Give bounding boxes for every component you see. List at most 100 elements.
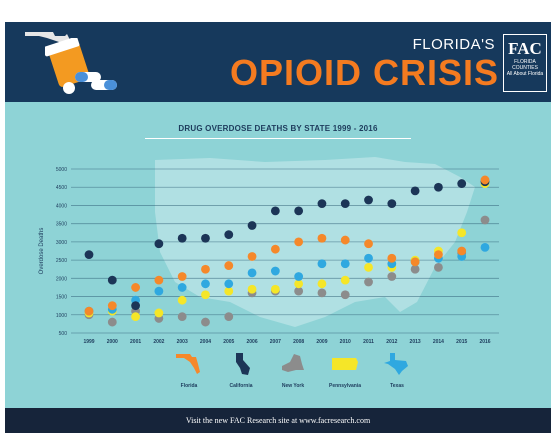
point-pennsylvania (270, 284, 280, 294)
point-new-york (107, 317, 117, 327)
x-tick-label: 1999 (83, 339, 94, 345)
point-texas (247, 268, 257, 278)
x-tick-label: 2004 (200, 339, 211, 345)
point-florida (480, 175, 490, 185)
point-florida (434, 250, 443, 260)
point-texas (364, 253, 373, 263)
point-new-york (340, 290, 350, 300)
title-divider (145, 138, 411, 139)
x-tick-label: 2006 (246, 339, 257, 345)
point-pennsylvania (247, 284, 257, 294)
x-tick-label: 2011 (363, 339, 374, 345)
point-california (340, 199, 350, 209)
point-california (177, 233, 187, 243)
point-california (317, 199, 327, 209)
y-axis-label: Overdose Deaths (39, 228, 45, 275)
point-new-york (317, 288, 327, 298)
point-florida (317, 233, 327, 243)
point-florida (387, 253, 397, 263)
point-california (294, 206, 304, 216)
point-california (224, 230, 234, 240)
point-california (270, 206, 280, 216)
point-pennsylvania (340, 275, 350, 285)
chart-panel: DRUG OVERDOSE DEATHS BY STATE 1999 - 201… (5, 102, 551, 408)
point-florida (201, 264, 210, 274)
point-florida (107, 301, 117, 311)
x-tick-label: 2002 (153, 339, 164, 345)
y-tick-label: 1500 (56, 295, 67, 301)
point-texas (224, 279, 234, 289)
x-tick-label: 2015 (456, 339, 467, 345)
point-california (364, 195, 373, 205)
point-florida (340, 235, 350, 245)
scatter-plot: 500 1000 1500 2000 2500 3000 3500 4000 4500 5000 1… (39, 167, 499, 345)
point-new-york (201, 317, 210, 327)
x-tick-label: 2001 (130, 339, 141, 345)
point-texas (294, 272, 304, 281)
point-california (131, 301, 140, 311)
point-california (154, 239, 164, 249)
point-california (457, 179, 467, 188)
point-florida (457, 246, 467, 256)
x-tick-label: 2014 (433, 339, 444, 345)
point-florida (247, 252, 257, 261)
point-pennsylvania (457, 228, 467, 238)
point-florida (177, 272, 187, 281)
point-new-york (480, 215, 490, 225)
fac-logo-line1: FLORIDA (514, 59, 536, 65)
point-california (247, 221, 257, 230)
point-pennsylvania (364, 263, 373, 272)
point-new-york (364, 277, 373, 287)
x-tick-label: 2003 (177, 339, 188, 345)
point-texas (177, 283, 187, 292)
fac-logo-letters: FAC (508, 39, 542, 58)
x-tick-label: 2007 (270, 339, 281, 345)
point-california (434, 182, 443, 192)
y-tick-label: 500 (59, 331, 68, 337)
header-banner: FLORIDA'S OPIOID CRISIS FAC FLORIDA COUN… (5, 22, 551, 102)
x-tick-label: 2016 (479, 339, 490, 345)
point-california (410, 186, 420, 196)
y-tick-label: 4000 (56, 203, 67, 209)
point-new-york (224, 312, 234, 321)
x-tick-label: 2000 (107, 339, 118, 345)
point-florida (224, 261, 234, 270)
point-texas (480, 242, 490, 252)
point-florida (154, 275, 164, 285)
point-florida (410, 257, 420, 267)
point-new-york (387, 272, 397, 281)
y-tick-label: 3500 (56, 222, 67, 228)
x-tick-label: 2010 (340, 339, 351, 345)
y-tick-label: 1000 (56, 313, 67, 319)
point-pennsylvania (154, 308, 164, 318)
x-tick-label: 2005 (223, 339, 234, 345)
point-texas (270, 266, 280, 276)
point-california (387, 199, 397, 209)
x-tick-label: 2008 (293, 339, 304, 345)
point-texas (154, 286, 164, 296)
y-tick-label: 2000 (56, 276, 67, 282)
point-pennsylvania (201, 290, 210, 300)
florida-state-icon (25, 32, 75, 60)
fac-logo: FAC FLORIDA COUNTIES All About Florida (503, 34, 547, 92)
chart-title: DRUG OVERDOSE DEATHS BY STATE 1999 - 201… (178, 124, 378, 133)
point-pennsylvania (224, 286, 234, 296)
point-california (107, 275, 117, 285)
y-tick-label: 4500 (56, 185, 67, 191)
banner-title: OPIOID CRISIS (229, 52, 499, 93)
point-florida (294, 237, 304, 247)
point-new-york (434, 263, 443, 272)
point-florida (364, 239, 373, 249)
point-texas (317, 259, 327, 269)
fac-logo-line2: COUNTIES (512, 65, 538, 71)
fac-logo-tagline: All About Florida (506, 71, 544, 77)
pill-bottle-icon (45, 38, 117, 94)
point-pennsylvania (317, 279, 327, 289)
x-tick-label: 2009 (316, 339, 327, 345)
point-texas (201, 279, 210, 289)
point-pennsylvania (294, 279, 304, 289)
point-new-york (294, 286, 304, 296)
point-new-york (177, 312, 187, 321)
point-florida (270, 244, 280, 254)
